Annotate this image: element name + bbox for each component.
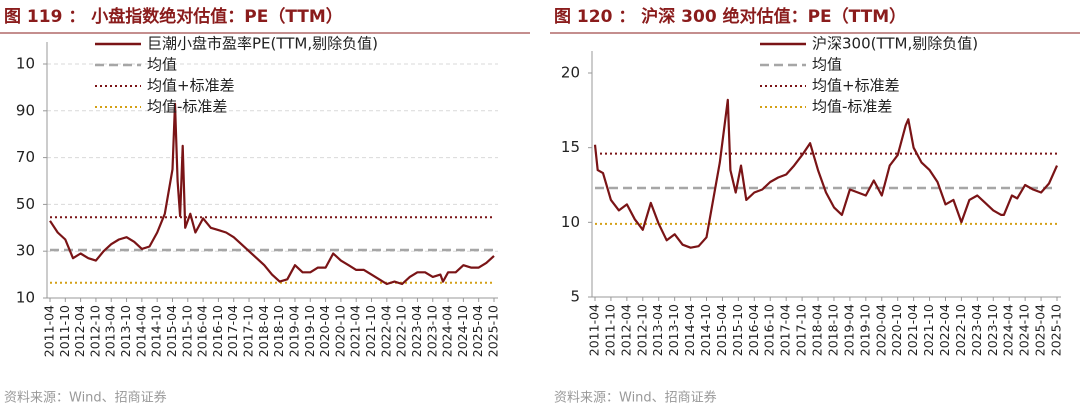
x-tick-label: 2022-04 xyxy=(378,305,393,357)
y-tick-label: 10 xyxy=(16,55,35,73)
x-tick-label: 2015-10 xyxy=(730,304,745,356)
x-tick-label: 2021-04 xyxy=(905,304,920,356)
x-tick-label: 2018-04 xyxy=(256,305,271,357)
x-tick-label: 2017-04 xyxy=(225,305,240,357)
x-tick-label: 2018-04 xyxy=(810,304,825,356)
x-tick-label: 2016-10 xyxy=(762,304,777,356)
x-tick-label: 2014-04 xyxy=(133,305,148,357)
chart-title: 图 119 ： 小盘指数绝对估值：PE（TTM） xyxy=(4,6,343,27)
series-line xyxy=(49,102,495,286)
x-tick-label: 2019-10 xyxy=(857,304,872,356)
y-tick-label: 5 xyxy=(570,288,580,306)
x-tick-label: 2022-04 xyxy=(937,304,952,356)
x-tick-label: 2025-10 xyxy=(1049,304,1064,356)
x-tick-label: 2023-10 xyxy=(424,305,439,357)
y-tick-label: 70 xyxy=(16,148,35,166)
legend-label: 均值-标准差 xyxy=(147,98,227,116)
x-tick-label: 2011-04 xyxy=(587,304,602,356)
legend-label: 均值 xyxy=(147,56,177,74)
x-tick-label: 2014-10 xyxy=(149,305,164,357)
y-tick-label: 50 xyxy=(16,195,35,213)
x-tick-label: 2022-10 xyxy=(953,304,968,356)
y-tick-label: 20 xyxy=(561,64,580,82)
y-tick-label: 15 xyxy=(561,138,580,156)
x-tick-label: 2024-04 xyxy=(1001,304,1016,356)
legend-label: 均值 xyxy=(812,56,842,74)
x-tick-label: 2011-10 xyxy=(57,305,72,357)
x-tick-label: 2024-10 xyxy=(1017,304,1032,356)
x-tick-label: 2013-10 xyxy=(666,304,681,356)
source-note: 资料来源：Wind、招商证券 xyxy=(554,390,717,406)
x-tick-label: 2022-10 xyxy=(394,305,409,357)
legend-label: 巨潮小盘市盈率PE(TTM,剔除负值) xyxy=(147,35,378,53)
x-tick-label: 2020-04 xyxy=(873,304,888,356)
x-tick-label: 2021-10 xyxy=(363,305,378,357)
x-tick-label: 2014-10 xyxy=(698,304,713,356)
x-tick-label: 2012-04 xyxy=(72,305,87,357)
x-tick-label: 2013-10 xyxy=(118,305,133,357)
x-tick-label: 2025-04 xyxy=(1033,304,1048,356)
x-tick-label: 2019-04 xyxy=(841,304,856,356)
x-tick-label: 2018-10 xyxy=(271,305,286,357)
y-tick-label: 10 xyxy=(561,213,580,231)
x-tick-label: 2020-10 xyxy=(332,305,347,357)
y-tick-label: 90 xyxy=(16,101,35,119)
x-tick-label: 2017-04 xyxy=(778,304,793,356)
legend-label: 沪深300(TTM,剔除负值) xyxy=(812,35,978,53)
x-tick-label: 2016-10 xyxy=(210,305,225,357)
x-tick-label: 2015-10 xyxy=(179,305,194,357)
x-tick-label: 2019-04 xyxy=(286,305,301,357)
x-tick-label: 2017-10 xyxy=(241,305,256,357)
x-tick-label: 2016-04 xyxy=(746,304,761,356)
x-tick-label: 2023-04 xyxy=(969,304,984,356)
x-tick-label: 2012-10 xyxy=(87,305,102,357)
x-tick-label: 2023-04 xyxy=(409,305,424,357)
source-note: 资料来源：Wind、招商证券 xyxy=(4,390,167,406)
x-tick-label: 2018-10 xyxy=(825,304,840,356)
legend-label: 均值+标准差 xyxy=(147,77,235,95)
x-tick-label: 2024-04 xyxy=(440,305,455,357)
x-tick-label: 2013-04 xyxy=(650,304,665,356)
x-tick-label: 2013-04 xyxy=(103,305,118,357)
x-tick-label: 2021-10 xyxy=(921,304,936,356)
x-tick-label: 2024-10 xyxy=(455,305,470,357)
x-tick-label: 2020-04 xyxy=(317,305,332,357)
x-tick-label: 2025-04 xyxy=(470,305,485,357)
x-tick-label: 2015-04 xyxy=(714,304,729,356)
x-tick-label: 2023-10 xyxy=(985,304,1000,356)
x-tick-label: 2020-10 xyxy=(889,304,904,356)
x-tick-label: 2025-10 xyxy=(486,305,501,357)
chart-title: 图 120 ： 沪深 300 绝对估值：PE（TTM） xyxy=(554,6,906,27)
x-tick-label: 2021-04 xyxy=(348,305,363,357)
x-tick-label: 2012-04 xyxy=(618,304,633,356)
x-tick-label: 2014-04 xyxy=(682,304,697,356)
x-tick-label: 2015-04 xyxy=(164,305,179,357)
x-tick-label: 2011-04 xyxy=(42,305,57,357)
series-line xyxy=(593,98,1059,249)
y-tick-label: 10 xyxy=(16,289,35,307)
x-tick-label: 2011-10 xyxy=(602,304,617,356)
x-tick-label: 2016-04 xyxy=(195,305,210,357)
x-tick-label: 2017-10 xyxy=(794,304,809,356)
legend-label: 均值+标准差 xyxy=(812,77,900,95)
x-tick-label: 2012-10 xyxy=(634,304,649,356)
y-tick-label: 30 xyxy=(16,242,35,260)
legend-label: 均值-标准差 xyxy=(812,98,892,116)
x-tick-label: 2019-10 xyxy=(302,305,317,357)
